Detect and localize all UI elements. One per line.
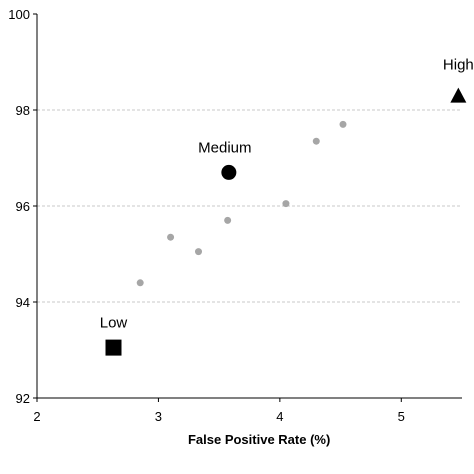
data-point — [195, 248, 202, 256]
x-tick-label: 2 — [33, 409, 40, 424]
x-tick-label: 5 — [398, 409, 405, 424]
y-tick-label: 100 — [8, 7, 30, 22]
y-tick-label: 92 — [16, 391, 30, 406]
high-marker — [450, 87, 467, 103]
x-axis-title: False Positive Rate (%) — [188, 432, 330, 447]
data-point — [167, 233, 175, 241]
y-tick-label: 94 — [16, 295, 30, 310]
y-axis-ticks: 92 94 96 98 100 — [8, 7, 37, 406]
y-tick-label: 96 — [16, 199, 30, 214]
x-axis-ticks: 2 3 4 5 — [33, 398, 405, 424]
point-label-low: Low — [100, 315, 128, 332]
point-annotations: Low Medium High — [100, 57, 474, 332]
data-point — [339, 120, 347, 128]
data-point — [136, 279, 144, 287]
gridlines — [37, 109, 462, 303]
point-label-high: High — [443, 57, 474, 74]
data-points — [105, 87, 467, 356]
x-tick-label: 4 — [276, 409, 283, 424]
data-point — [312, 137, 320, 145]
medium-marker — [221, 164, 237, 180]
point-label-medium: Medium — [198, 139, 251, 156]
data-point — [282, 200, 290, 208]
data-point — [224, 216, 232, 224]
low-marker — [105, 339, 122, 356]
y-tick-label: 98 — [16, 103, 30, 118]
x-tick-label: 3 — [155, 409, 162, 424]
